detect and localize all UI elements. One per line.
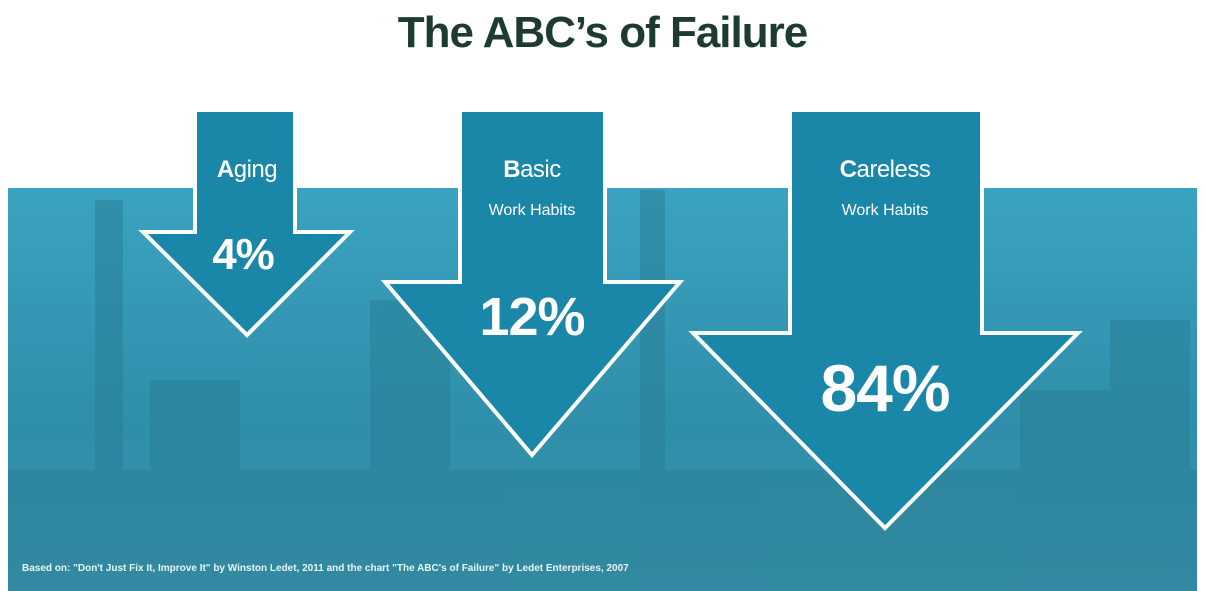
source-note: Based on: "Don't Just Fix It, Improve It… [22,563,629,574]
industrial-silhouette [8,190,1197,591]
item-sublabel: Work Habits [488,202,576,219]
arrow [688,108,1083,531]
item-value: 84% [820,351,950,425]
item-label: Basic [503,156,561,183]
item-value: 4% [212,230,275,279]
item-value: 12% [479,287,585,347]
item-label: Aging [216,156,278,183]
arrow [380,108,685,459]
item-sublabel: Work Habits [841,202,929,219]
title: The ABC’s of Failure [397,8,808,57]
item-label: Careless [839,156,931,183]
arrow [138,108,355,338]
